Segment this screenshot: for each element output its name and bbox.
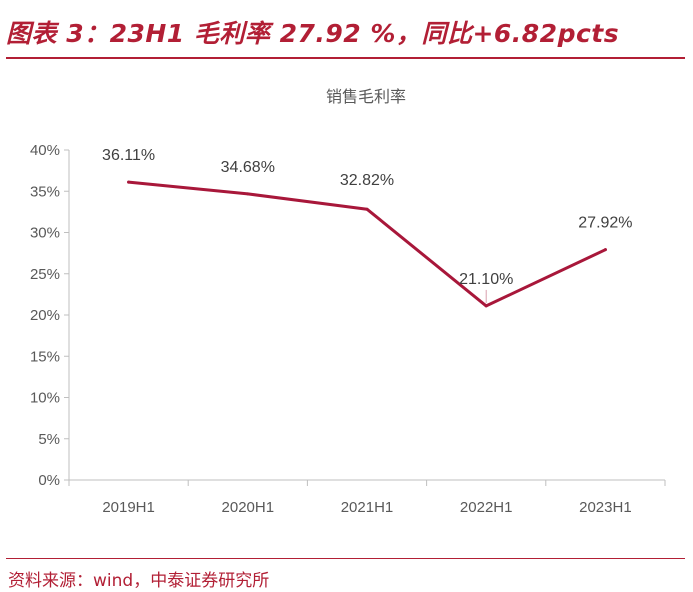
source-note: 资料来源：wind，中泰证券研究所 <box>8 571 270 591</box>
series-layer <box>127 180 607 308</box>
y-tick-label: 15% <box>30 348 60 365</box>
x-tick-label: 2022H1 <box>460 499 513 516</box>
data-point <box>127 180 131 184</box>
y-tick-label: 10% <box>30 390 60 407</box>
y-tick-label: 35% <box>30 183 60 200</box>
y-tick-label: 0% <box>38 472 60 489</box>
series-line <box>127 180 607 308</box>
data-label: 36.11% <box>102 147 155 164</box>
x-tick-label: 2023H1 <box>579 499 632 516</box>
data-label: 32.82% <box>340 172 394 189</box>
y-tick-label: 5% <box>38 431 60 448</box>
y-tick-label: 30% <box>30 225 60 242</box>
x-axis: 2019H1 2020H1 2021H1 2022H1 2023H1 <box>68 479 666 516</box>
data-point <box>484 304 488 308</box>
y-axis: 0% 5% 10% 15% 20% 25% 30% 35% 40% <box>30 142 70 489</box>
data-label: 27.92% <box>578 215 632 232</box>
data-point <box>365 207 369 211</box>
y-tick-label: 40% <box>30 142 60 159</box>
figure-title: 图表 3：23H1 毛利率 27.92 %，同比+6.82pcts <box>6 19 620 48</box>
gross-margin-chart: 销售毛利率 0%5%10%15%20%25%30%35%40% 2019H1 20… <box>30 87 666 516</box>
data-label: 21.10% <box>459 271 513 288</box>
data-point <box>246 192 250 196</box>
data-point <box>603 248 607 252</box>
data-label: 34.68% <box>221 159 275 176</box>
x-tick-label: 2019H1 <box>102 499 155 516</box>
chart-title: 销售毛利率 <box>326 87 406 106</box>
y-tick-label: 25% <box>30 266 60 283</box>
title-underline <box>6 57 685 59</box>
x-tick-label: 2021H1 <box>341 499 394 516</box>
data-labels: 36.11% 34.68% 32.82% 21.10% 27.92% <box>102 147 633 303</box>
y-tick-label: 20% <box>30 307 60 324</box>
source-divider <box>6 558 685 559</box>
x-tick-label: 2020H1 <box>222 499 275 516</box>
